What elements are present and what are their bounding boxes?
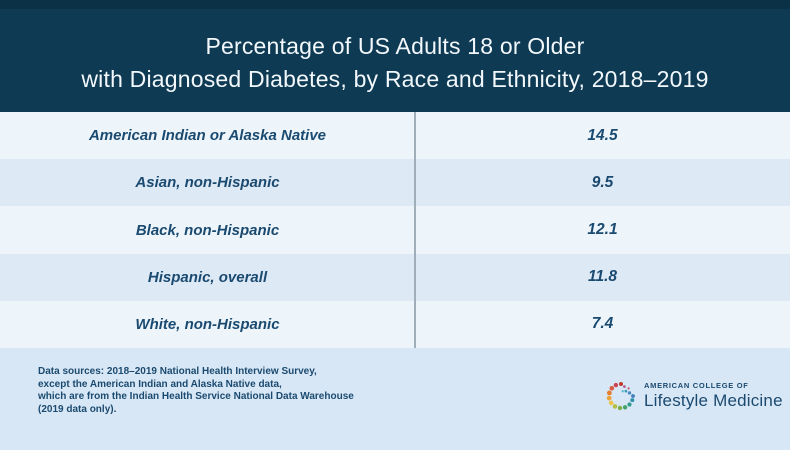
row-value: 7.4 [591, 315, 614, 333]
footer-band: Data sources: 2018–2019 National Health … [0, 348, 790, 450]
row-label: American Indian or Alaska Native [88, 127, 327, 145]
row-value: 12.1 [587, 221, 618, 238]
page-title-line2: with Diagnosed Diabetes, by Race and Eth… [81, 66, 709, 92]
acelm-logo-small-text: AMERICAN COLLEGE OF [644, 381, 749, 390]
row-value: 11.8 [587, 268, 618, 286]
row-value: 14.5 [587, 126, 618, 144]
header-band: Percentage of US Adults 18 or Older with… [0, 0, 790, 112]
acelm-logo-large-text: Lifestyle Medicine [644, 391, 783, 410]
column-divider [414, 112, 416, 348]
row-label: Asian, non-Hispanic [135, 174, 280, 192]
row-label: Black, non-Hispanic [135, 221, 280, 239]
data-sources-note: Data sources: 2018–2019 National Health … [38, 366, 354, 415]
table-row: Black, non-Hispanic 12.1 [0, 206, 790, 254]
header-top-strip [0, 0, 790, 9]
table-row: American Indian or Alaska Native 14.5 [0, 112, 790, 160]
acelm-logo: AMERICAN COLLEGE OF Lifestyle Medicine [606, 381, 783, 411]
table-row: White, non-Hispanic 7.4 [0, 300, 790, 349]
row-label: Hispanic, overall [147, 268, 268, 286]
page-title-line1: Percentage of US Adults 18 or Older [205, 33, 585, 59]
page-title: Percentage of US Adults 18 or Older with… [0, 30, 790, 96]
diabetes-table: American Indian or Alaska Native 14.5 As… [0, 112, 790, 349]
acelm-logo-text: AMERICAN COLLEGE OF Lifestyle Medicine [644, 381, 783, 411]
acelm-swirl-icon [606, 382, 635, 411]
table-row: Asian, non-Hispanic 9.5 [0, 159, 790, 207]
row-value: 9.5 [591, 173, 614, 191]
row-label: White, non-Hispanic [135, 315, 280, 333]
table-row: Hispanic, overall 11.8 [0, 253, 790, 301]
